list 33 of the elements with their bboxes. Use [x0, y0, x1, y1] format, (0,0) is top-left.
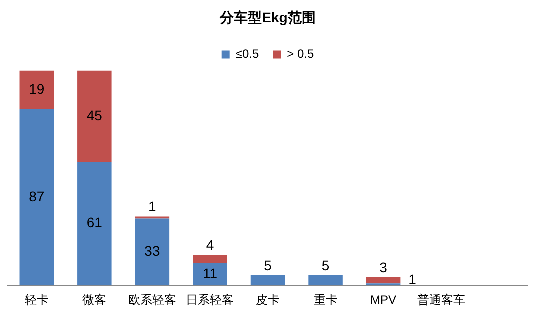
data-label: 1 [408, 271, 417, 288]
x-tick-label: 微客 [82, 293, 107, 308]
data-label: 4 [206, 237, 214, 254]
bar [366, 277, 401, 284]
bar [250, 275, 286, 286]
data-label: 5 [264, 257, 272, 274]
data-label: 5 [322, 257, 330, 274]
bar [193, 255, 228, 264]
x-tick-label: 欧系轻客 [128, 293, 176, 308]
data-label: 19 [29, 80, 45, 97]
x-tick-label: 重卡 [314, 293, 338, 308]
bar [20, 70, 54, 110]
bar [135, 218, 170, 286]
x-tick-label: MPV [370, 293, 397, 308]
x-tick-label: 普通客车 [417, 293, 466, 308]
bar [308, 275, 343, 286]
x-tick-label: 日系轻客 [186, 293, 234, 308]
x-tick-label: 皮卡 [256, 293, 280, 308]
bar [193, 263, 228, 286]
chart-title: 分车型Ekg范围 [219, 9, 316, 26]
data-label: 45 [86, 107, 103, 124]
data-label: 33 [144, 243, 160, 260]
data-label: 3 [380, 259, 388, 276]
x-tick-label: 轻卡 [24, 293, 49, 308]
bar [20, 109, 54, 286]
bar [78, 70, 112, 162]
legend-label: > 0.5 [287, 47, 314, 62]
data-label: 87 [29, 188, 45, 204]
data-label: 11 [202, 265, 218, 282]
data-label: 61 [86, 214, 103, 231]
legend-label: ≤0.5 [236, 47, 260, 62]
data-label: 1 [148, 198, 157, 215]
bar [78, 162, 112, 286]
